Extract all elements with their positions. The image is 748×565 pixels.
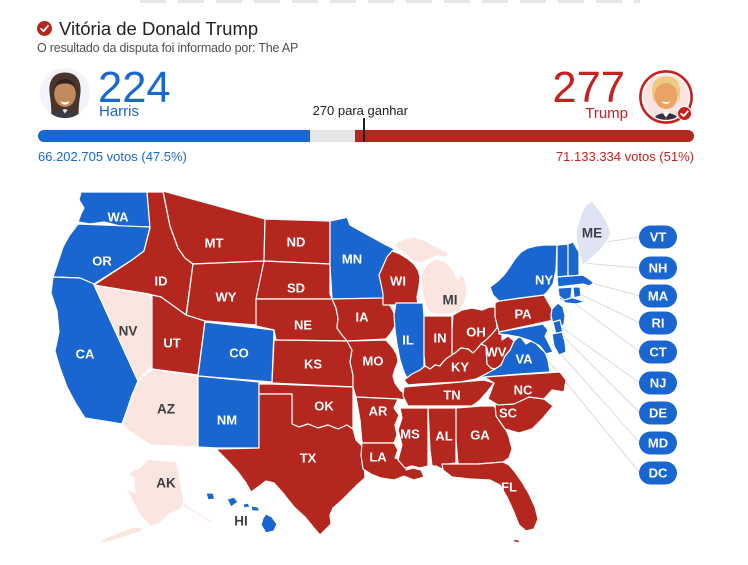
svg-text:PA: PA [514, 307, 532, 322]
svg-text:DE: DE [649, 406, 667, 421]
svg-text:SD: SD [287, 281, 305, 296]
svg-text:AK: AK [156, 476, 176, 491]
svg-text:VA: VA [515, 352, 533, 367]
svg-text:NH: NH [649, 261, 668, 276]
svg-text:NY: NY [535, 273, 553, 288]
svg-text:MO: MO [363, 354, 384, 369]
svg-text:MD: MD [648, 436, 668, 451]
svg-text:TN: TN [443, 388, 460, 403]
svg-text:LA: LA [369, 450, 387, 465]
svg-text:VT: VT [650, 230, 667, 245]
svg-text:FL: FL [501, 480, 517, 495]
svg-text:HI: HI [234, 514, 248, 529]
svg-text:ME: ME [582, 226, 602, 241]
svg-text:CT: CT [649, 345, 666, 360]
svg-text:IA: IA [356, 310, 370, 325]
svg-text:TX: TX [300, 451, 317, 466]
svg-text:NJ: NJ [650, 376, 667, 391]
svg-text:WI: WI [390, 274, 406, 289]
svg-text:MT: MT [205, 236, 224, 251]
svg-text:CO: CO [229, 346, 249, 361]
svg-text:IN: IN [434, 331, 447, 346]
svg-text:UT: UT [163, 336, 180, 351]
svg-text:AZ: AZ [157, 402, 175, 417]
svg-text:OR: OR [92, 254, 112, 269]
svg-text:GA: GA [470, 428, 490, 443]
svg-text:WY: WY [216, 290, 237, 305]
svg-text:SC: SC [499, 406, 518, 421]
svg-text:ND: ND [287, 235, 306, 250]
svg-text:KY: KY [451, 360, 469, 375]
svg-text:MA: MA [648, 289, 669, 304]
svg-text:ID: ID [155, 274, 168, 289]
svg-text:MI: MI [443, 293, 458, 308]
svg-text:OK: OK [314, 399, 334, 414]
svg-text:CA: CA [76, 347, 95, 362]
svg-text:AL: AL [435, 429, 452, 444]
svg-text:KS: KS [304, 357, 322, 372]
svg-text:NC: NC [514, 383, 533, 398]
svg-text:RI: RI [652, 316, 665, 331]
svg-text:MS: MS [400, 427, 420, 442]
svg-text:AR: AR [369, 404, 388, 419]
svg-text:NV: NV [119, 324, 138, 339]
svg-text:WA: WA [108, 210, 130, 225]
svg-text:DC: DC [649, 466, 668, 481]
svg-text:NM: NM [217, 413, 237, 428]
svg-text:IL: IL [402, 333, 414, 348]
svg-text:NE: NE [294, 318, 312, 333]
svg-text:WV: WV [486, 345, 507, 360]
svg-text:OH: OH [466, 325, 486, 340]
svg-text:MN: MN [342, 252, 362, 267]
